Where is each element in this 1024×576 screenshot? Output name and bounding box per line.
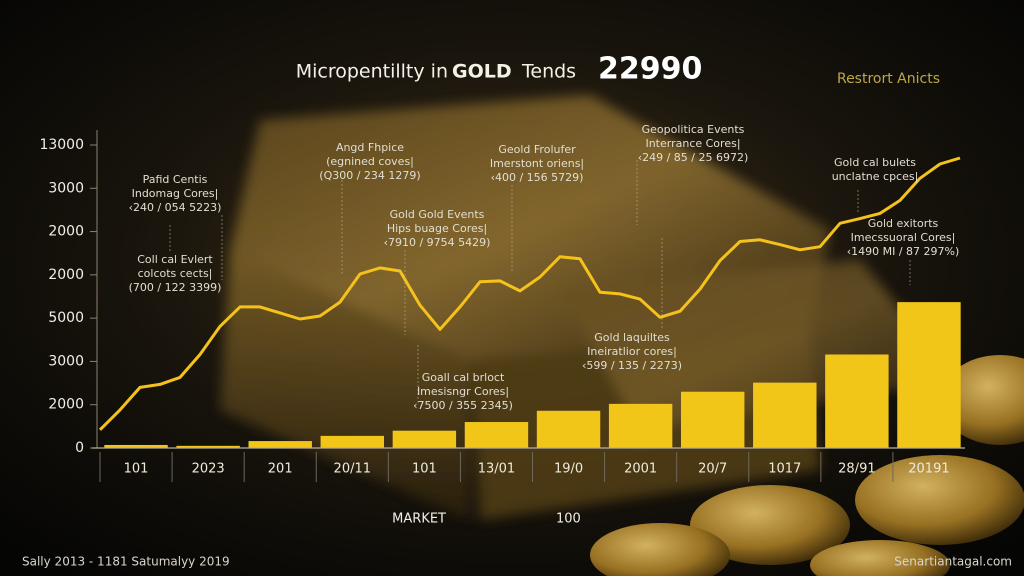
subtitle: Restrort Anicts (837, 71, 940, 87)
y-tick-label: 3000 (48, 353, 84, 369)
bar (464, 422, 529, 448)
y-tick-label: 13000 (39, 137, 84, 153)
title: Micropentillty in (296, 61, 448, 83)
legend-label: MARKET (392, 512, 446, 527)
x-tick-label: 19/0 (554, 462, 583, 477)
annotation: Gold cal bulets (834, 156, 916, 169)
y-tick-label: 2000 (48, 397, 84, 413)
annotation: Angd Fhpice (336, 141, 404, 154)
x-tick-label: 201 (268, 462, 293, 477)
x-tick-label: 2023 (192, 462, 225, 477)
annotation: ‹249 / 85 / 25 6972) (638, 151, 749, 164)
y-tick-label: 5000 (48, 310, 84, 326)
footer-left: Sally 2013 - 1181 Satumalyy 2019 (22, 555, 230, 569)
y-tick-label: 0 (75, 440, 84, 456)
annotation: Indomag Cores| (132, 187, 219, 200)
x-tick-label: 101 (412, 462, 437, 477)
title-emphasis: GOLD (452, 61, 512, 83)
annotation: ‹400 / 156 5729) (491, 171, 584, 184)
annotation: unclatne cpces| (832, 170, 919, 183)
bar (104, 444, 168, 448)
annotation: Geold Frolufer (498, 143, 576, 156)
bar (825, 354, 889, 448)
annotation: (Q300 / 234 1279) (319, 169, 420, 182)
bar (392, 430, 457, 448)
x-tick-label: 20/11 (334, 462, 371, 477)
annotation: Pafid Centis (143, 173, 208, 186)
x-tick-label: 20191 (908, 462, 949, 477)
annotation: colcots cects| (138, 267, 213, 280)
market-line (98, 156, 961, 431)
annotation: Interrance Cores| (645, 137, 740, 150)
annotation: (egnined coves| (326, 155, 414, 168)
title-number: 22990 (598, 52, 702, 87)
annotation: Gold exitorts (868, 217, 939, 230)
bar (320, 435, 385, 448)
bar (608, 403, 673, 448)
annotation: Hips buage Cores| (387, 222, 487, 235)
y-tick-label: 2000 (48, 267, 84, 283)
x-tick-label: 1017 (768, 462, 801, 477)
bar (680, 391, 745, 448)
annotation: Geopolitica Events (642, 123, 745, 136)
x-tick-label: 2001 (624, 462, 657, 477)
annotation: Imerstont oriens| (490, 157, 584, 170)
x-tick-label: 13/01 (478, 462, 515, 477)
bar (753, 382, 817, 448)
y-tick-label: 2000 (48, 224, 84, 240)
bar (536, 410, 601, 448)
annotation: ‹240 / 054 5223) (129, 201, 222, 214)
bar (176, 445, 240, 448)
annotation: Gold laquiltes (594, 331, 670, 344)
bar (897, 302, 961, 448)
x-tick-label: 28/91 (838, 462, 875, 477)
x-tick-label: 101 (124, 462, 149, 477)
annotation: Goall cal brloct (422, 371, 505, 384)
title-end: Tends (521, 61, 576, 83)
annotation: ‹7910 / 9754 5429) (384, 236, 491, 249)
x-tick-label: 20/7 (698, 462, 727, 477)
annotation: Imecssuoral Cores| (851, 231, 956, 244)
coins-backdrop (590, 355, 1024, 576)
y-tick-label: 3000 (48, 180, 84, 196)
annotation: (700 / 122 3399) (129, 281, 222, 294)
annotation: Gold Gold Events (390, 208, 485, 221)
annotation: Imesisngr Cores| (417, 385, 509, 398)
legend-text: 100 (556, 512, 581, 527)
annotation: Ineiratlior cores| (587, 345, 677, 358)
footer-right: Senartiantagal.com (894, 555, 1012, 569)
bar (248, 441, 312, 448)
annotation: ‹7500 / 355 2345) (413, 399, 513, 412)
annotation: ‹599 / 135 / 2273) (582, 359, 682, 372)
annotation: Coll cal Evlert (137, 253, 213, 266)
annotation: ‹1490 MI / 87 297%) (847, 245, 960, 258)
